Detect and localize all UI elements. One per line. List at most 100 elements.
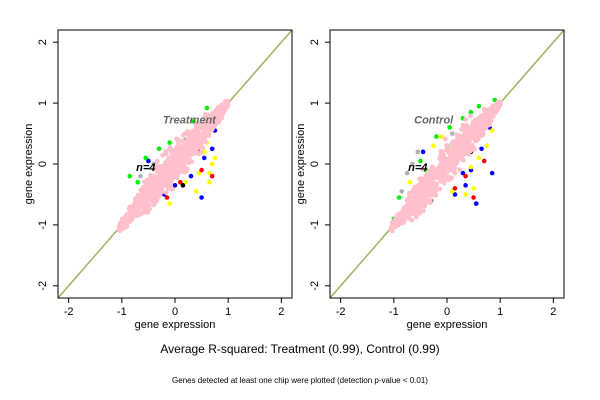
cloud-point	[164, 180, 169, 186]
cloud-point	[453, 157, 459, 163]
cloud-point	[151, 173, 157, 179]
plot-area	[58, 30, 292, 298]
cloud-point	[390, 222, 396, 228]
panel-label-treatment: Treatment	[163, 115, 217, 127]
cloud-point	[168, 180, 174, 185]
cloud-point	[400, 217, 406, 223]
y-tick-label: -1	[37, 220, 49, 230]
y-tick-label: -2	[309, 281, 321, 291]
cloud-point	[205, 113, 211, 118]
cloud-point	[133, 201, 139, 207]
outlier-point	[199, 195, 204, 200]
cloud-point	[160, 152, 166, 158]
outlier-point	[410, 161, 415, 167]
cloud-point	[439, 174, 445, 179]
outlier-point	[209, 173, 215, 179]
outlier-point	[420, 149, 426, 155]
cloud-point	[174, 144, 180, 150]
cloud-point	[163, 149, 169, 154]
sample-count-annotation: n=4	[136, 162, 155, 174]
cloud-point	[415, 199, 421, 205]
cloud-point	[417, 206, 422, 212]
cloud-point	[144, 177, 150, 183]
cloud-point	[154, 163, 160, 168]
cloud-point	[130, 206, 136, 211]
cloud-point	[179, 167, 185, 173]
cloud-point	[411, 187, 416, 193]
x-tick-label: -1	[389, 306, 399, 318]
cloud-point	[194, 121, 200, 126]
x-tick-label: 2	[278, 306, 284, 318]
outlier-point	[415, 149, 421, 155]
x-tick-label: -2	[336, 306, 346, 318]
outlier-point	[167, 140, 172, 145]
cloud-point	[224, 99, 230, 105]
cloud-point	[159, 169, 165, 175]
cloud-point	[196, 144, 202, 150]
x-axis-label: gene expression	[407, 319, 488, 331]
cloud-point	[434, 170, 440, 175]
x-tick-label: 2	[550, 306, 556, 318]
cloud-point	[176, 160, 182, 166]
cloud-point	[420, 166, 425, 172]
x-tick-label: 0	[172, 306, 178, 318]
cloud-point	[487, 122, 493, 128]
cloud-point	[412, 211, 418, 217]
outlier-point	[209, 161, 215, 167]
cloud-point	[434, 181, 440, 187]
cloud-point	[437, 167, 443, 173]
cloud-point	[407, 204, 413, 210]
detection-footnote: Genes detected at least one chip were pl…	[172, 376, 428, 385]
cloud-point	[439, 153, 445, 158]
cloud-point	[151, 199, 157, 205]
outlier-point	[209, 146, 215, 152]
cloud-point	[203, 139, 209, 145]
outlier-point	[450, 189, 455, 194]
outlier-point	[156, 146, 162, 152]
cloud-point	[467, 128, 473, 134]
cloud-point	[154, 158, 160, 164]
cloud-point	[189, 159, 194, 164]
cloud-point	[435, 174, 441, 180]
outlier-point	[489, 170, 495, 176]
y-tick-label: 2	[37, 39, 49, 45]
cloud-point	[449, 141, 454, 147]
cloud-point	[472, 119, 478, 125]
cloud-point	[471, 147, 477, 152]
outlier-point	[207, 170, 212, 176]
outlier-point	[143, 155, 149, 161]
cloud-point	[185, 158, 191, 164]
outlier-point	[183, 179, 188, 185]
y-tick-label: 1	[309, 100, 321, 106]
outlier-point	[167, 201, 172, 206]
cloud-point	[181, 157, 187, 163]
cloud-point	[155, 174, 161, 180]
y-axis-label: gene expression	[23, 124, 35, 205]
x-tick-label: -1	[117, 306, 127, 318]
cloud-point	[462, 151, 468, 157]
expression-cloud	[116, 98, 231, 234]
cloud-point	[482, 116, 487, 122]
cloud-point	[144, 206, 149, 212]
cloud-point	[452, 150, 458, 156]
cloud-point	[440, 178, 446, 184]
chart-panel-control: -2 -1 0 1 2 -2 -1 0 1 2 gene expression gene expres…	[295, 29, 565, 331]
cloud-point	[447, 150, 453, 156]
outlier-point	[434, 134, 439, 139]
outlier-point	[473, 201, 479, 206]
cloud-point	[443, 173, 449, 179]
outlier-point	[138, 173, 143, 179]
cloud-point	[423, 173, 429, 179]
cloud-point	[461, 132, 467, 138]
cloud-point	[221, 104, 227, 110]
outlier-point	[127, 173, 133, 179]
cloud-point	[430, 169, 436, 175]
cloud-point	[423, 196, 428, 201]
cloud-point	[212, 122, 217, 127]
outlier-point	[452, 186, 458, 191]
cloud-point	[468, 113, 474, 119]
cloud-point	[406, 215, 412, 221]
x-tick-label: 0	[444, 306, 450, 318]
cloud-point	[184, 153, 189, 158]
cloud-point	[454, 142, 460, 148]
